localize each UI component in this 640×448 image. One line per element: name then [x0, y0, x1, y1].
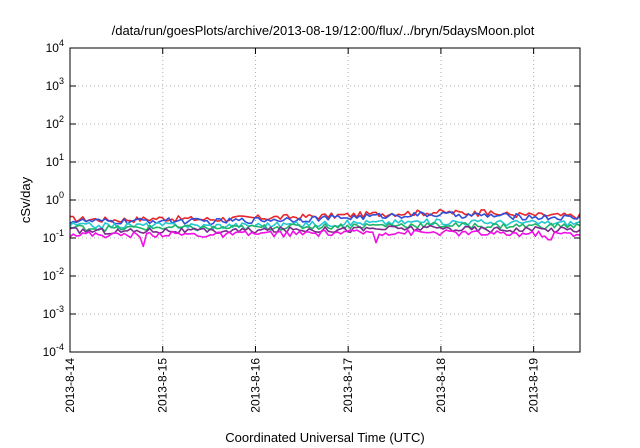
series-line — [69, 224, 581, 235]
x-tick-label: 2013-8-18 — [434, 358, 448, 413]
x-tick-label: 2013-8-17 — [341, 358, 355, 413]
y-tick-label: 10-3 — [43, 304, 64, 321]
x-tick-label: 2013-8-16 — [248, 358, 262, 413]
y-tick-label: 102 — [46, 114, 64, 131]
y-axis: 10-4 10-3 10-2 10-1 100 101 102 103 104 — [43, 38, 580, 359]
y-tick-label: 10-1 — [43, 228, 64, 245]
series-line — [69, 221, 581, 233]
x-tick-label: 2013-8-19 — [527, 358, 541, 413]
x-axis-label: Coordinated Universal Time (UTC) — [225, 430, 424, 445]
series-line — [69, 229, 581, 248]
x-tick-label: 2013-8-14 — [63, 358, 77, 413]
chart-title: /data/run/goesPlots/archive/2013-08-19/1… — [112, 23, 535, 38]
series-layer — [69, 208, 581, 248]
y-axis-label: cSv/day — [18, 176, 33, 223]
y-tick-label: 10-4 — [43, 342, 64, 359]
grid-layer — [70, 48, 580, 352]
x-axis: 2013-8-14 2013-8-15 2013-8-16 2013-8-17 2013… — [63, 48, 541, 413]
series-line — [70, 208, 581, 224]
series-line — [69, 211, 581, 226]
y-tick-label: 103 — [46, 76, 64, 93]
y-tick-label: 100 — [46, 190, 64, 207]
y-tick-label: 10-2 — [43, 266, 64, 283]
y-tick-label: 101 — [46, 152, 64, 169]
y-tick-label: 104 — [46, 38, 64, 55]
x-tick-label: 2013-8-15 — [156, 358, 170, 413]
